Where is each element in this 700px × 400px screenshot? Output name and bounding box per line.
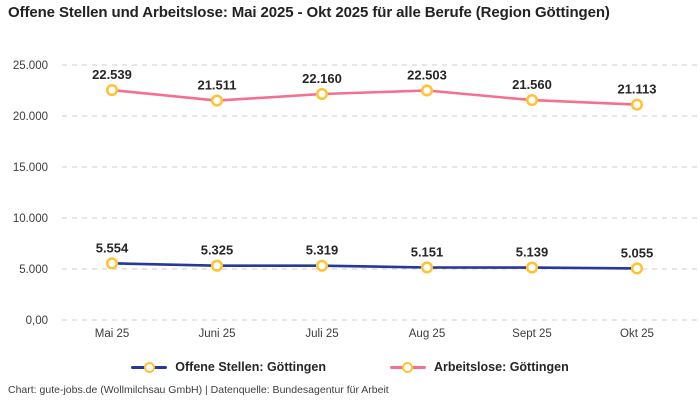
data-label: 5.151 bbox=[411, 244, 444, 259]
data-label: 22.503 bbox=[407, 67, 447, 82]
y-tick-label: 25.000 bbox=[13, 60, 48, 72]
chart-footer: Chart: gute-jobs.de (Wollmilchsau GmbH) … bbox=[8, 384, 389, 396]
legend: Offene Stellen: Göttingen Arbeitslose: G… bbox=[0, 360, 700, 374]
data-point-marker bbox=[210, 94, 224, 107]
data-label: 21.560 bbox=[512, 77, 552, 92]
data-label: 22.539 bbox=[92, 67, 132, 82]
data-point-marker bbox=[630, 262, 644, 275]
y-tick-label: 20.000 bbox=[13, 111, 48, 123]
series-line bbox=[110, 261, 639, 270]
data-point-marker bbox=[525, 94, 539, 107]
legend-line-marker-icon bbox=[389, 361, 426, 373]
y-tick-label: 15.000 bbox=[13, 162, 48, 174]
data-point-marker bbox=[105, 257, 119, 270]
legend-label: Arbeitslose: Göttingen bbox=[433, 360, 569, 374]
legend-label: Offene Stellen: Göttingen bbox=[175, 360, 326, 374]
data-label: 22.160 bbox=[302, 71, 342, 86]
x-axis-label: Juni 25 bbox=[198, 328, 235, 340]
series-line bbox=[110, 88, 639, 106]
data-point-marker bbox=[105, 84, 119, 97]
legend-item-arbeitslose: Arbeitslose: Göttingen bbox=[389, 360, 569, 374]
data-point-marker bbox=[420, 261, 434, 274]
data-label: 5.139 bbox=[516, 245, 549, 260]
y-tick-label: 10.000 bbox=[13, 213, 48, 225]
y-tick-label: 5.000 bbox=[19, 264, 48, 276]
data-label: 5.554 bbox=[96, 240, 129, 255]
data-point-marker bbox=[525, 261, 539, 274]
data-label: 5.325 bbox=[201, 243, 234, 258]
data-point-marker bbox=[315, 87, 329, 101]
data-point-marker bbox=[630, 98, 644, 111]
y-tick-label: 0,00 bbox=[26, 315, 48, 327]
legend-line-marker-icon bbox=[131, 361, 168, 373]
x-axis-label: Aug 25 bbox=[409, 328, 445, 340]
x-axis-label: Mai 25 bbox=[95, 328, 130, 340]
data-label: 21.511 bbox=[197, 78, 236, 93]
x-axis-label: Juli 25 bbox=[305, 328, 338, 340]
data-point-marker bbox=[315, 259, 329, 272]
data-label: 21.113 bbox=[617, 82, 656, 97]
chart-title: Offene Stellen und Arbeitslose: Mai 2025… bbox=[8, 4, 610, 21]
data-point-marker bbox=[420, 84, 434, 97]
x-axis-label: Sept 25 bbox=[512, 328, 552, 340]
x-axis-label: Okt 25 bbox=[620, 328, 654, 340]
data-label: 5.319 bbox=[306, 243, 339, 258]
data-point-marker bbox=[210, 259, 224, 272]
data-label: 5.055 bbox=[621, 245, 654, 260]
legend-item-offene-stellen: Offene Stellen: Göttingen bbox=[131, 360, 326, 374]
